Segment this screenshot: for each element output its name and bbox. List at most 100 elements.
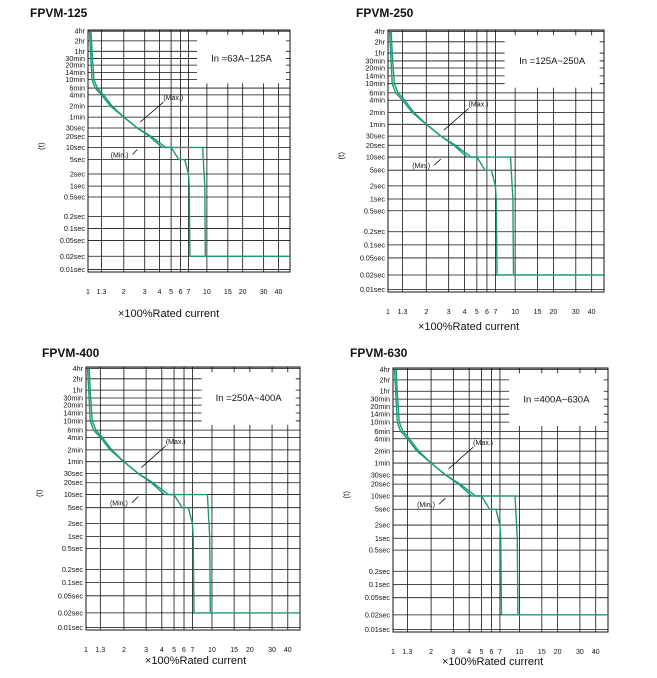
x-tick-label: 15 <box>230 647 238 654</box>
rating-label: In =400A~630A <box>523 394 590 405</box>
max-trip-curve <box>90 31 290 257</box>
min-pointer-line <box>438 497 446 505</box>
max-pointer-line <box>139 101 164 123</box>
x-tick-label: 4 <box>463 309 467 316</box>
y-tick-label: 0.2sec <box>62 565 84 574</box>
y-tick-label: 0.5sec <box>364 206 386 215</box>
x-tick-label: 4 <box>158 289 162 296</box>
y-tick-label: 0.5sec <box>62 544 84 553</box>
min-trip-curve <box>388 31 513 276</box>
y-tick-label: 1min <box>67 457 83 466</box>
y-tick-label: 1sec <box>375 534 391 543</box>
x-tick-label: 1.3 <box>398 309 408 316</box>
y-tick-label: 6min <box>69 84 85 93</box>
plot-border <box>85 366 301 631</box>
y-tick-label: 2sec <box>70 169 86 178</box>
y-tick-label: 2hr <box>73 374 84 383</box>
min-trip-curve <box>88 31 205 257</box>
y-tick-label: 14min <box>365 71 385 80</box>
y-tick-label: 30min <box>65 54 85 63</box>
y-tick-label: 2hr <box>375 37 386 46</box>
max-annotation: (Max.) <box>163 95 183 102</box>
x-tick-label: 6 <box>490 649 494 656</box>
y-tick-label: 1sec <box>68 532 84 541</box>
y-tick-label: 1hr <box>73 386 84 395</box>
x-axis-label: ×100%Rated current <box>418 321 520 333</box>
plot-border <box>392 367 609 633</box>
y-axis-label: (t) <box>35 489 44 497</box>
y-tick-label: 2min <box>67 445 83 454</box>
y-tick-label: 30sec <box>371 470 391 479</box>
rating-label-background <box>201 372 296 425</box>
y-tick-label: 20min <box>365 63 385 72</box>
y-tick-label: 10sec <box>366 153 386 162</box>
x-tick-label: 5 <box>172 647 176 654</box>
y-tick-label: 5sec <box>70 155 86 164</box>
y-tick-label: 4min <box>374 434 390 443</box>
x-tick-label: 5 <box>479 649 483 656</box>
y-tick-label: 30sec <box>64 469 84 478</box>
y-tick-label: 30min <box>370 395 390 404</box>
y-tick-label: 0.2sec <box>369 567 391 576</box>
max-trip-curve <box>395 369 608 616</box>
y-tick-label: 2min <box>69 102 85 111</box>
y-tick-label: 2min <box>369 108 385 117</box>
x-tick-label: 10 <box>516 649 524 656</box>
y-tick-label: 5sec <box>68 503 84 512</box>
max-pointer-line <box>443 108 469 131</box>
y-tick-label: 20min <box>63 401 83 410</box>
rating-label-background <box>509 373 604 427</box>
y-tick-label: 14min <box>65 68 85 77</box>
max-annotation: (Max.) <box>166 439 186 446</box>
x-tick-label: 2 <box>429 649 433 656</box>
min-pointer-line <box>433 158 442 166</box>
x-tick-label: 20 <box>550 309 558 316</box>
max-annotation: (Max.) <box>473 440 493 447</box>
x-tick-label: 10 <box>208 647 216 654</box>
y-axis-label: (t) <box>37 142 46 150</box>
y-tick-label: 0.05sec <box>365 593 391 602</box>
y-tick-label: 20min <box>65 61 85 70</box>
y-tick-label: 4hr <box>380 365 391 374</box>
x-tick-label: 3 <box>144 647 148 654</box>
max-annotation: (Max.) <box>469 102 489 109</box>
x-tick-label: 6 <box>485 309 489 316</box>
y-axis-label: (t) <box>342 491 351 499</box>
y-tick-label: 2hr <box>380 375 391 384</box>
x-tick-label: 30 <box>572 309 580 316</box>
x-tick-label: 15 <box>534 309 542 316</box>
chart-title: FPVM-250 <box>356 6 414 20</box>
x-tick-label: 30 <box>268 647 276 654</box>
y-tick-label: 20sec <box>371 480 391 489</box>
x-tick-label: 5 <box>169 289 173 296</box>
x-axis-label: ×100%Rated current <box>145 655 247 667</box>
min-trip-curve <box>86 368 210 614</box>
y-tick-label: 0.2sec <box>64 212 86 221</box>
y-tick-label: 20sec <box>366 141 386 150</box>
x-tick-label: 3 <box>447 309 451 316</box>
x-tick-label: 1.3 <box>95 647 105 654</box>
rating-label-background <box>504 35 600 88</box>
y-tick-label: 6min <box>369 88 385 97</box>
y-tick-label: 20min <box>370 402 390 411</box>
y-tick-label: 2sec <box>375 521 391 530</box>
x-tick-label: 40 <box>588 309 596 316</box>
y-tick-label: 0.02sec <box>58 608 84 617</box>
x-tick-label: 3 <box>451 649 455 656</box>
x-tick-label: 40 <box>592 649 600 656</box>
x-tick-label: 10 <box>203 289 211 296</box>
x-tick-label: 10 <box>511 309 519 316</box>
x-tick-label: 1.3 <box>403 649 413 656</box>
rating-label-background <box>197 34 286 84</box>
y-tick-label: 1hr <box>75 47 86 56</box>
y-tick-label: 1min <box>374 459 390 468</box>
x-axis-label: ×100%Rated current <box>118 308 220 320</box>
y-tick-label: 6min <box>374 427 390 436</box>
y-tick-label: 0.02sec <box>60 252 86 261</box>
x-tick-label: 1 <box>86 289 90 296</box>
y-tick-label: 4hr <box>375 27 386 36</box>
y-tick-label: 0.02sec <box>360 270 386 279</box>
y-tick-label: 14min <box>370 410 390 419</box>
y-tick-label: 30sec <box>66 124 86 133</box>
